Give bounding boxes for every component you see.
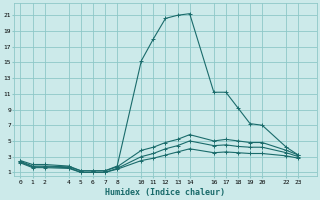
X-axis label: Humidex (Indice chaleur): Humidex (Indice chaleur)	[106, 188, 226, 197]
